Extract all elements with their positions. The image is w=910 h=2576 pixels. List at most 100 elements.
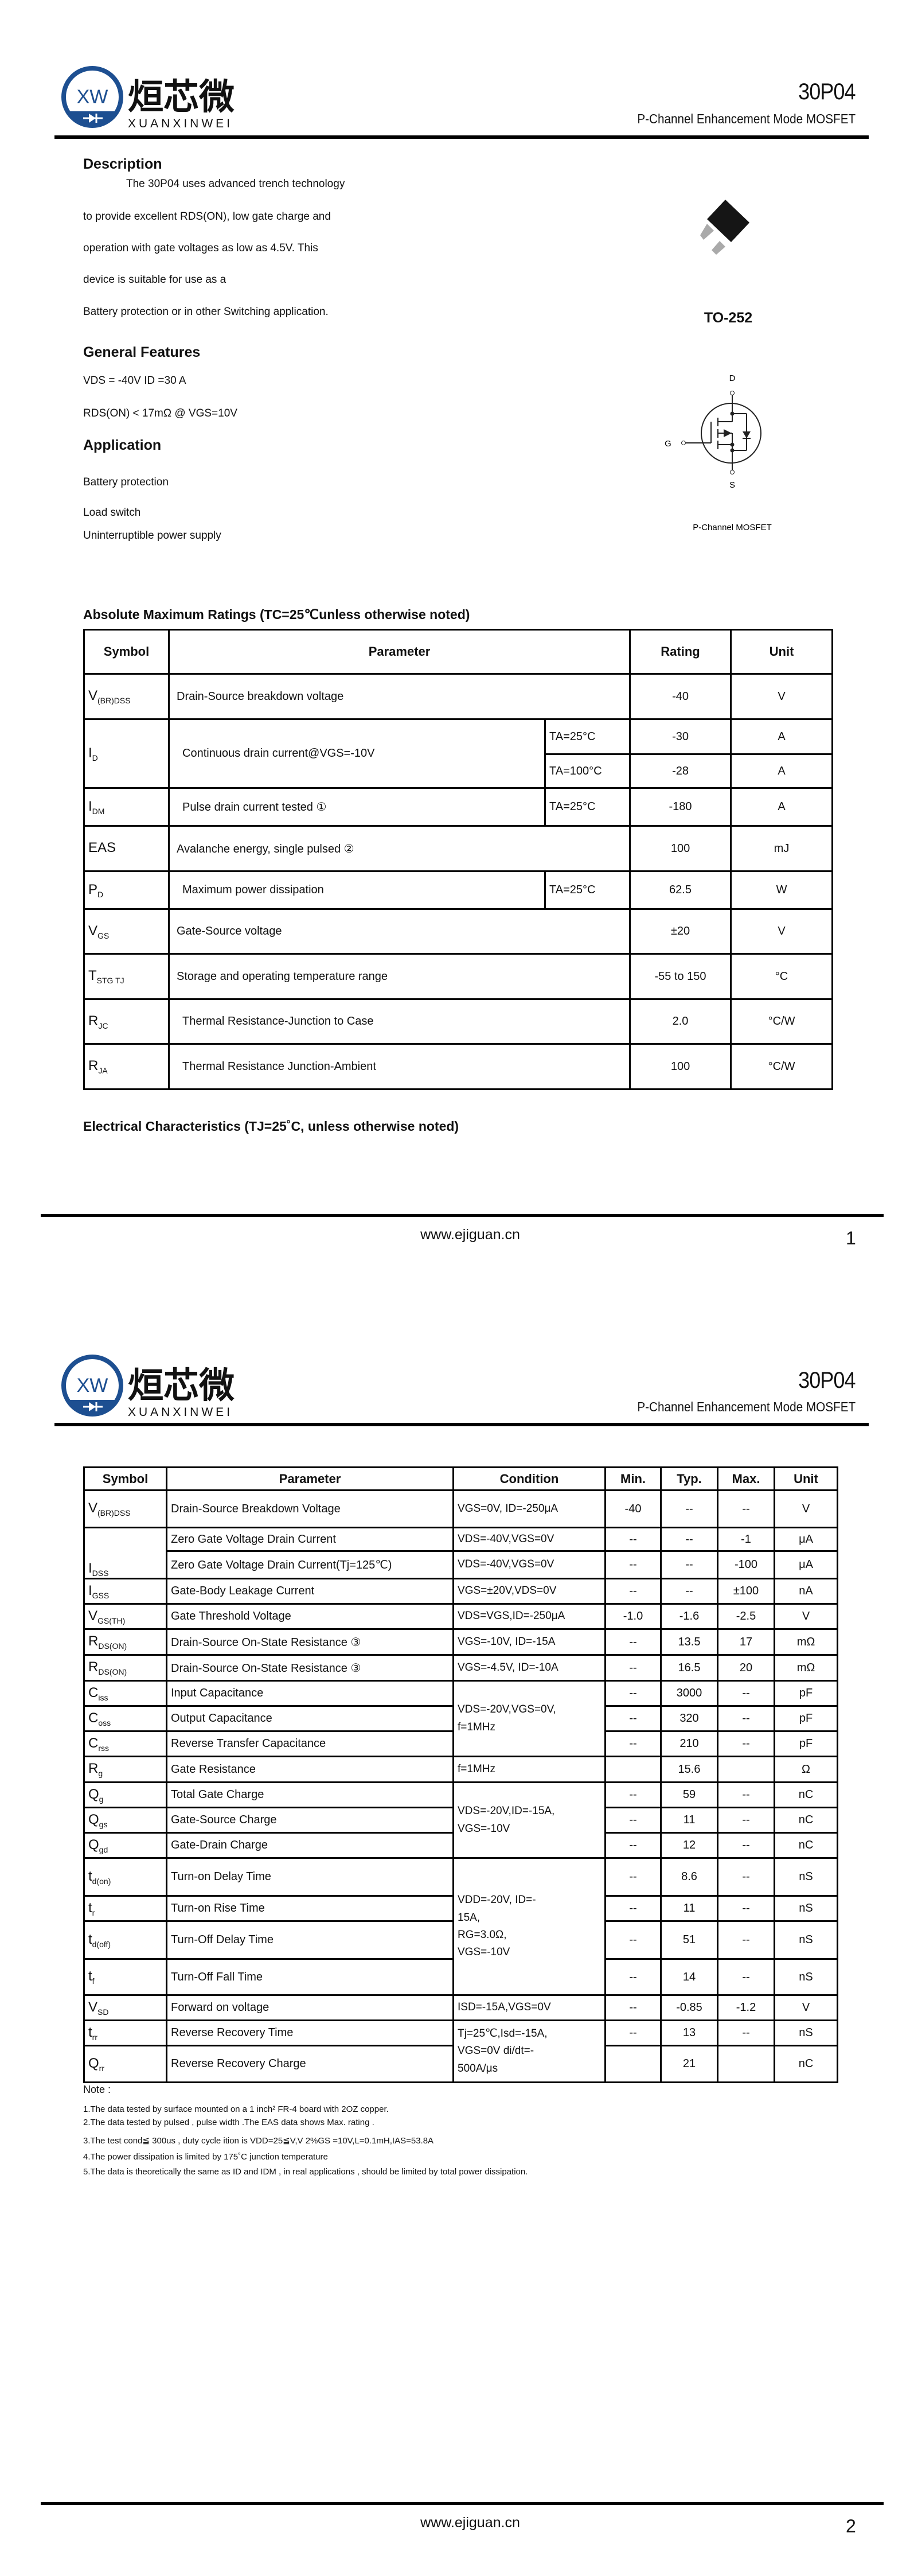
svg-text:D: D [729, 373, 736, 383]
condition-cell: VGS=-4.5V, ID=-10A [452, 1654, 606, 1682]
min-cell: -- [604, 2019, 662, 2046]
max-cell [717, 2045, 775, 2083]
symbol-cell: trr [83, 2019, 167, 2046]
symbol-subscript: iss [98, 1692, 108, 1702]
symbol-cell: Ciss [83, 1680, 167, 1707]
symbol-cell: Rg [83, 1756, 167, 1783]
max-cell: -- [717, 1705, 775, 1732]
symbol-main: t [88, 2024, 92, 2040]
table-row: EAS Avalanche energy, single pulsed ② 100 m… [83, 825, 834, 872]
parameter-cell: Output Capacitance [166, 1705, 454, 1732]
rating-cell: ±20 [629, 908, 732, 955]
description-line: operation with gate voltages as low as 4… [83, 242, 318, 254]
table-row: RJC Thermal Resistance-Junction to Case 2.… [83, 998, 834, 1045]
symbol-subscript: gs [99, 1819, 108, 1829]
max-cell: -2.5 [717, 1603, 775, 1630]
min-cell [604, 2045, 662, 2083]
symbol-subscript: rr [99, 2063, 104, 2073]
max-cell: -1.2 [717, 1994, 775, 2021]
min-cell: -40 [604, 1489, 662, 1528]
max-cell: -- [717, 1781, 775, 1808]
typ-cell: 14 [660, 1958, 718, 1996]
header-rating: Rating [629, 629, 732, 675]
symbol-subscript: JA [98, 1066, 108, 1075]
min-cell: -- [604, 1578, 662, 1605]
symbol-subscript: SD [97, 2007, 109, 2017]
table-row: Rg Gate Resistance f=1MHz 15.6 Ω [83, 1756, 838, 1783]
condition-cell: VDS=-20V,ID=-15A, VGS=-10V [452, 1781, 606, 1859]
electrical-title: Electrical Characteristics (TJ=25˚C, unl… [83, 1119, 459, 1134]
typ-cell: -- [660, 1578, 718, 1605]
unit-cell: Ω [774, 1756, 838, 1783]
parameter-cell: Zero Gate Voltage Drain Current [166, 1527, 454, 1552]
table-row: Qgd Gate-Drain Charge -- 12 -- nC [83, 1832, 838, 1859]
description-heading: Description [83, 156, 162, 172]
unit-cell: pF [774, 1680, 838, 1707]
typ-cell: 3000 [660, 1680, 718, 1707]
min-cell: -- [604, 1527, 662, 1552]
typ-cell: 59 [660, 1781, 718, 1808]
description-line: The 30P04 uses advanced trench technolog… [126, 178, 345, 190]
svg-text:烜芯微: 烜芯微 [128, 76, 235, 118]
symbol-main: Q [88, 1786, 99, 1802]
unit-cell: pF [774, 1705, 838, 1732]
symbol-main: C [88, 1710, 99, 1726]
unit-cell: mJ [730, 825, 834, 872]
min-cell: -- [604, 1628, 662, 1656]
header-parameter: Parameter [166, 1466, 454, 1491]
header-typ: Typ. [660, 1466, 718, 1491]
symbol-cell: TSTG TJ [83, 953, 170, 1000]
feature-line: VDS = -40V ID =30 A [83, 375, 186, 387]
condition-cell: TA=25°C [544, 787, 631, 827]
symbol-subscript: JC [98, 1021, 108, 1030]
header-rule [54, 135, 869, 139]
typ-cell: 11 [660, 1807, 718, 1834]
condition-cell: VDS=-20V,VGS=0V, f=1MHz [452, 1680, 606, 1757]
table-row: VGS(TH) Gate Threshold Voltage VDS=VGS,ID=… [83, 1603, 838, 1630]
unit-cell: A [730, 718, 834, 755]
symbol-cell: V(BR)DSS [83, 673, 170, 720]
unit-cell: nS [774, 1857, 838, 1897]
parameter-cell: Gate-Body Leakage Current [166, 1578, 454, 1605]
header-min: Min. [604, 1466, 662, 1491]
unit-cell: nS [774, 1920, 838, 1960]
symbol-main: R [88, 1058, 99, 1073]
unit-cell: °C [730, 953, 834, 1000]
page-number: 1 [846, 1228, 856, 1248]
typ-cell: 11 [660, 1895, 718, 1922]
parameter-cell: Pulse drain current tested ① [168, 787, 546, 827]
rating-cell: 62.5 [629, 870, 732, 910]
note-item: 1.The data tested by surface mounted on … [83, 2104, 389, 2114]
parameter-cell: Gate-Source voltage [167, 908, 631, 955]
symbol-main: R [88, 1761, 99, 1776]
symbol-cell: Qgd [83, 1832, 167, 1859]
features-heading: General Features [83, 344, 201, 360]
table-row: RDS(ON) Drain-Source On-State Resistance … [83, 1654, 838, 1682]
symbol-subscript: f [92, 1976, 95, 1986]
table-row: Zero Gate Voltage Drain Current(Tj=125℃)… [84, 1550, 838, 1579]
table-row: tf Turn-Off Fall Time -- 14 -- nS [83, 1958, 838, 1996]
symbol-subscript: g [98, 1769, 103, 1778]
symbol-subscript: GSS [92, 1590, 110, 1600]
footer-website[interactable]: www.ejiguan.cn [420, 2515, 520, 2531]
note-item: 3.The test cond≦ 300us , duty cycle itio… [83, 2136, 434, 2146]
parameter-cell: Total Gate Charge [166, 1781, 454, 1808]
typ-cell: -- [660, 1489, 718, 1528]
typ-cell: 13 [660, 2019, 718, 2046]
parameter-cell: Drain-Source On-State Resistance ③ [166, 1628, 454, 1656]
symbol-main: C [88, 1684, 99, 1701]
parameter-cell: Gate-Source Charge [166, 1807, 454, 1834]
abs-max-table: Symbol Parameter Rating Unit V(BR)DSS Drain-S… [83, 629, 834, 1090]
part-number: 30P04 [798, 1368, 856, 1393]
symbol-subscript: DS(ON) [98, 1667, 127, 1676]
application-item: Battery protection [83, 476, 169, 488]
table-row: Ciss Input Capacitance VDS=-20V,VGS=0V, f=… [83, 1680, 838, 1757]
unit-cell: W [730, 870, 834, 910]
header-symbol: Symbol [83, 1466, 167, 1491]
typ-cell: 210 [660, 1730, 718, 1757]
parameter-cell: Storage and operating temperature range [167, 953, 631, 1000]
symbol-subscript: g [99, 1794, 104, 1804]
min-cell: -- [604, 1781, 662, 1808]
footer-website[interactable]: www.ejiguan.cn [420, 1227, 520, 1243]
symbol-cell: Coss [83, 1705, 167, 1732]
